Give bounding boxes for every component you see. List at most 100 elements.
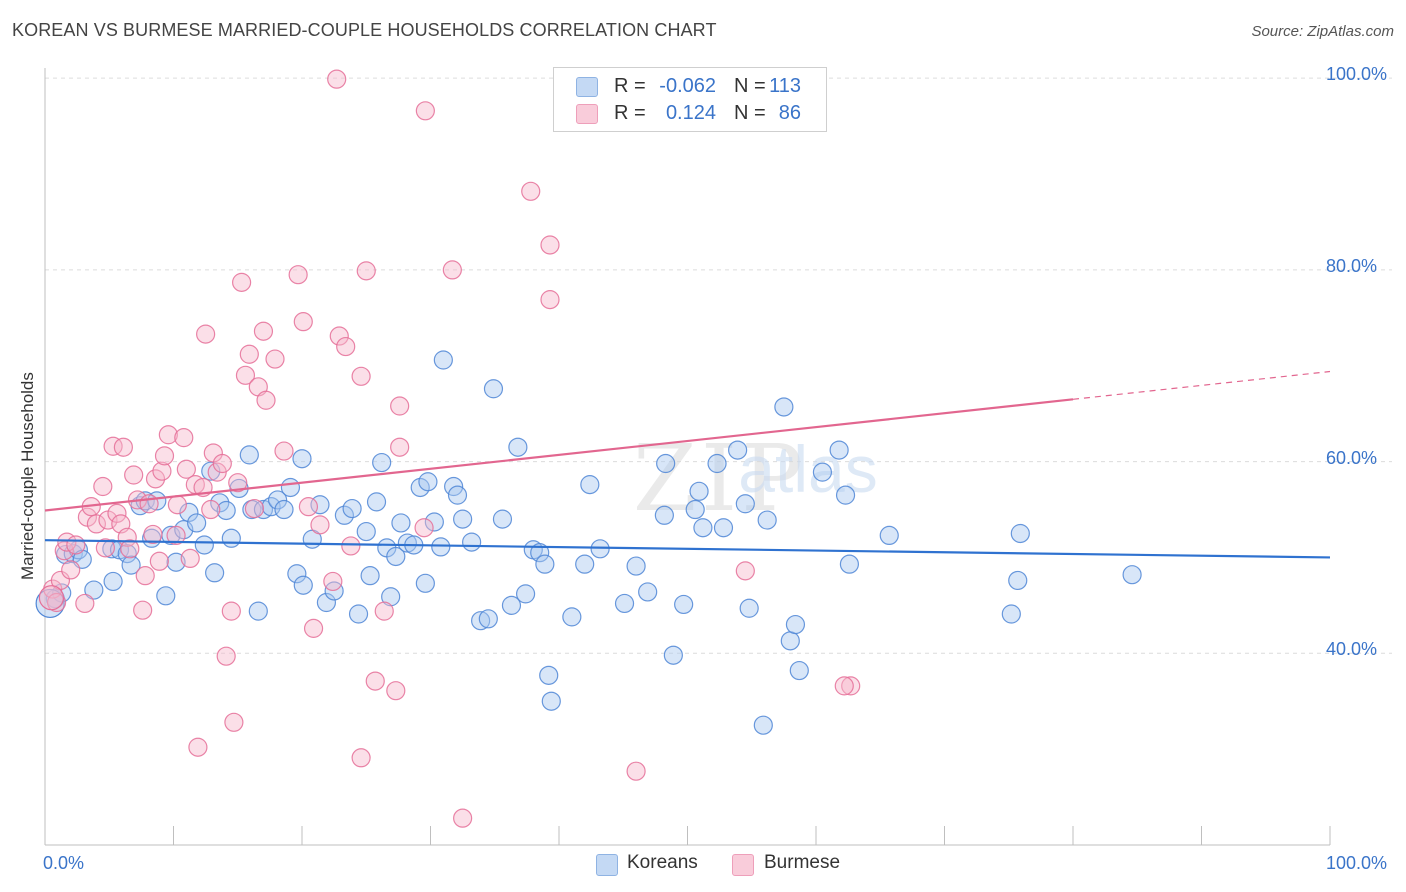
data-point — [789, 660, 809, 681]
data-point — [433, 350, 453, 370]
data-point — [753, 715, 773, 735]
data-point — [351, 366, 371, 386]
data-point — [143, 524, 163, 545]
data-point — [540, 235, 560, 255]
data-point — [334, 505, 355, 525]
legend-n-value: 113 — [769, 75, 801, 97]
data-point — [785, 614, 806, 635]
chart-title: KOREAN VS BURMESE MARRIED-COUPLE HOUSEHO… — [12, 20, 717, 40]
data-point — [253, 321, 274, 341]
data-point — [757, 510, 777, 530]
data-point — [244, 498, 265, 519]
data-point — [841, 676, 861, 696]
data-point — [188, 737, 208, 757]
data-point — [356, 521, 376, 542]
data-point — [365, 671, 385, 691]
trendline-burmese-extension — [1072, 370, 1331, 400]
data-point — [95, 538, 115, 558]
data-point — [442, 260, 462, 280]
axes — [44, 68, 1331, 846]
legend-r-label: R = — [614, 102, 646, 124]
data-point — [228, 473, 248, 493]
trendlines — [44, 370, 1331, 559]
watermark-atlas: atlas — [738, 432, 877, 506]
data-point — [121, 555, 141, 575]
data-point — [453, 808, 473, 828]
data-point — [221, 601, 241, 621]
data-point — [360, 566, 380, 586]
data-point — [156, 586, 176, 606]
data-point — [158, 425, 178, 445]
legend-row-koreans: R = -0.062 N = 113 — [554, 74, 826, 100]
data-point — [298, 497, 319, 517]
series-legend: Koreans Burmese — [0, 852, 1406, 878]
data-point — [293, 575, 313, 595]
data-point — [834, 676, 854, 696]
data-point — [707, 453, 727, 474]
legend-n-label: N = — [734, 102, 766, 124]
data-point — [248, 601, 268, 621]
data-point — [280, 477, 301, 498]
data-point — [113, 437, 133, 457]
data-point — [390, 396, 410, 416]
data-point — [654, 505, 674, 525]
data-point — [414, 518, 434, 538]
series-legend-swatch-burmese — [732, 854, 754, 876]
data-point — [176, 459, 196, 479]
data-point — [713, 518, 734, 538]
data-point — [124, 465, 144, 485]
data-point — [135, 566, 155, 586]
data-point — [152, 461, 172, 481]
y-axis-title-wrap: Married-couple Households — [18, 372, 38, 600]
data-point — [508, 437, 528, 457]
data-point — [316, 592, 337, 613]
y-tick-label: 60.0% — [1326, 447, 1378, 468]
correlation-legend: R = -0.062 N = 113 R = 0.124 N = 86 — [553, 67, 827, 132]
data-point — [674, 594, 694, 615]
legend-r-value: 0.124 — [665, 102, 716, 124]
data-point — [656, 453, 676, 474]
data-point — [535, 554, 555, 574]
legend-r-value: -0.062 — [659, 75, 716, 97]
data-point — [562, 607, 582, 627]
data-point — [739, 598, 759, 618]
data-point — [336, 336, 356, 357]
data-point — [216, 646, 236, 666]
legend-r-label: R = — [614, 75, 646, 97]
legend-n-value: 86 — [778, 102, 801, 124]
data-point — [728, 440, 748, 460]
data-point — [638, 582, 658, 602]
data-point — [447, 485, 468, 505]
y-tick-label: 80.0% — [1326, 255, 1378, 276]
data-point — [232, 272, 252, 292]
data-point — [391, 513, 411, 533]
data-point — [685, 499, 705, 520]
data-point — [147, 491, 167, 511]
trendline-burmese — [44, 398, 1074, 512]
data-point — [287, 564, 307, 584]
data-point — [66, 535, 86, 555]
data-point — [774, 397, 794, 417]
series-legend-label-koreans: Koreans — [627, 852, 698, 873]
data-point — [201, 499, 221, 520]
data-point — [341, 536, 361, 556]
data-point — [154, 446, 175, 466]
data-point — [356, 261, 376, 281]
data-point — [84, 580, 104, 600]
data-point — [689, 481, 709, 501]
data-point — [167, 495, 187, 515]
data-point — [1001, 604, 1021, 624]
data-point — [274, 499, 294, 520]
data-point — [381, 587, 401, 607]
data-point — [530, 543, 550, 563]
data-point — [431, 537, 451, 557]
data-point — [310, 515, 330, 535]
data-point — [478, 609, 498, 629]
data-point — [265, 349, 285, 369]
data-point — [216, 500, 236, 521]
data-point — [418, 472, 438, 492]
data-point — [212, 453, 232, 474]
data-point — [626, 761, 646, 781]
data-point — [256, 390, 276, 410]
